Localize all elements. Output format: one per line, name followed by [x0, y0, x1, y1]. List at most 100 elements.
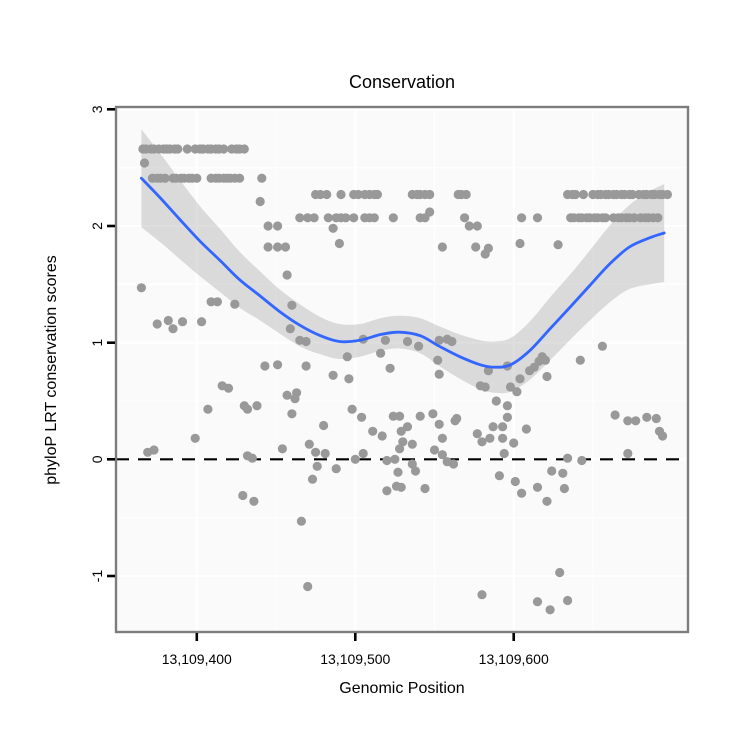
data-point — [242, 404, 253, 414]
data-point — [477, 437, 487, 447]
data-point — [382, 486, 392, 496]
data-point — [437, 433, 447, 443]
data-point — [402, 422, 413, 432]
confidence-ribbon — [141, 129, 665, 394]
data-point — [190, 433, 200, 443]
data-point — [447, 336, 457, 347]
data-point — [296, 516, 306, 526]
data-point — [319, 420, 329, 431]
panel-border — [114, 105, 690, 634]
data-point — [414, 341, 424, 351]
data-point — [203, 404, 213, 414]
data-point — [255, 196, 265, 207]
data-point — [239, 144, 249, 154]
data-point — [450, 416, 460, 426]
data-point — [396, 482, 406, 492]
panel-background — [116, 107, 688, 632]
data-point — [512, 387, 522, 397]
data-point — [336, 189, 346, 200]
data-point — [415, 411, 425, 421]
data-point — [273, 242, 283, 252]
data-point — [629, 213, 639, 223]
x-tick-label: 13,109,500 — [320, 651, 390, 667]
data-point — [328, 370, 338, 380]
data-point — [410, 466, 421, 476]
data-point — [532, 482, 543, 492]
data-point — [521, 424, 532, 434]
data-point — [558, 468, 568, 478]
data-point — [662, 189, 673, 200]
data-point — [273, 360, 283, 370]
data-point — [472, 221, 482, 231]
data-point — [342, 352, 352, 362]
data-point — [136, 283, 146, 293]
data-point — [499, 448, 509, 459]
data-point — [494, 471, 504, 481]
data-point — [152, 319, 162, 329]
data-point — [597, 341, 608, 351]
data-point — [547, 466, 557, 476]
data-point — [376, 348, 386, 358]
data-point — [623, 416, 633, 426]
data-point — [323, 213, 333, 223]
data-point — [395, 444, 405, 454]
data-point — [290, 394, 300, 404]
data-point — [396, 426, 406, 436]
data-point — [238, 490, 248, 501]
data-point — [380, 335, 390, 345]
data-point — [350, 454, 360, 464]
data-point — [382, 455, 392, 466]
data-point — [407, 459, 417, 469]
data-point — [388, 213, 398, 223]
data-point — [477, 590, 487, 600]
data-point — [311, 447, 321, 457]
y-tick-label: -1 — [89, 570, 105, 583]
data-point — [235, 173, 245, 183]
data-point — [344, 374, 354, 384]
data-point — [517, 488, 527, 498]
data-point — [312, 461, 322, 471]
data-point — [249, 496, 259, 506]
data-point — [398, 437, 408, 447]
data-point — [658, 431, 668, 441]
data-point — [219, 144, 229, 154]
data-point — [651, 413, 661, 424]
data-point — [331, 464, 341, 474]
data-point — [563, 595, 573, 606]
data-point — [263, 221, 273, 231]
data-point — [563, 453, 573, 463]
data-point — [510, 476, 520, 487]
data-point — [282, 270, 292, 280]
data-point — [509, 438, 519, 448]
data-point — [307, 474, 318, 484]
data-point — [471, 242, 481, 252]
data-point — [247, 453, 257, 463]
data-point — [555, 567, 565, 578]
data-point — [559, 483, 570, 494]
data-point — [301, 361, 311, 371]
data-point — [369, 213, 379, 223]
y-tick-label: 1 — [89, 339, 105, 347]
data-point — [212, 297, 222, 307]
data-point — [309, 213, 319, 223]
data-point — [197, 317, 207, 327]
data-point — [301, 336, 311, 347]
data-point — [540, 355, 551, 365]
data-point — [483, 366, 493, 376]
data-point — [460, 213, 470, 223]
data-point — [464, 221, 474, 231]
data-point — [434, 369, 444, 379]
data-point — [315, 189, 325, 200]
data-point — [498, 433, 508, 443]
data-point — [280, 242, 291, 252]
data-point — [385, 363, 395, 373]
data-point — [610, 410, 620, 420]
data-point — [498, 422, 508, 432]
data-point — [575, 355, 585, 365]
data-point — [420, 213, 430, 223]
data-point — [282, 390, 292, 400]
data-point — [570, 189, 581, 200]
data-point — [173, 144, 183, 154]
data-point — [277, 444, 287, 454]
data-point — [480, 382, 490, 392]
